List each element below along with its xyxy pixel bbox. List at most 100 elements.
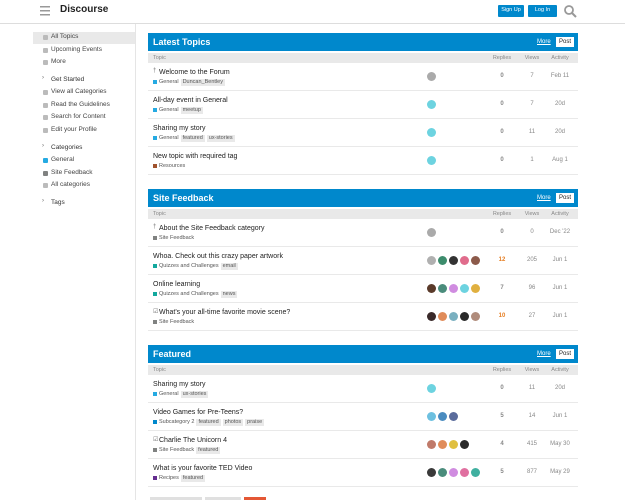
avatar (471, 468, 480, 477)
activity: May 29 (550, 469, 570, 475)
sidebar-link[interactable]: Site Feedback (51, 168, 93, 176)
topic-title[interactable]: Sharing my story (153, 381, 206, 388)
post-button[interactable]: Post (556, 193, 574, 203)
tag[interactable]: praise (245, 418, 265, 426)
post-button[interactable]: Post (556, 37, 574, 47)
tag[interactable]: featured (196, 446, 221, 454)
search-icon[interactable] (563, 4, 577, 18)
replies: 0 (500, 385, 504, 391)
sidebar-link[interactable]: Upcoming Events (51, 45, 102, 53)
category-name[interactable]: Resources (159, 162, 186, 169)
views: 415 (526, 441, 538, 447)
section-title[interactable]: Get Started (51, 75, 85, 83)
section-title[interactable]: Categories (51, 143, 83, 151)
category-name[interactable]: General (159, 390, 179, 397)
post-button[interactable]: Post (556, 349, 574, 359)
category-name[interactable]: Quizzes and Challenges (159, 290, 219, 297)
category-name[interactable]: Site Feedback (159, 318, 195, 325)
avatar (427, 128, 436, 137)
category-name[interactable]: Site Feedback (159, 234, 195, 241)
tag[interactable]: Duncan_Bentley (180, 78, 225, 86)
sidebar-link[interactable]: General (51, 156, 75, 163)
topic-title[interactable]: All-day event in General (153, 97, 228, 104)
category-name[interactable]: Site Feedback (159, 446, 195, 453)
tag[interactable]: featured (180, 134, 205, 142)
tag[interactable]: featured (180, 474, 206, 482)
avatar (427, 284, 436, 293)
topic-title[interactable]: Video Games for Pre-Teens? (153, 409, 244, 416)
topic-title[interactable]: Whoa. Check out this crazy paper artwork (153, 253, 283, 260)
sidebar-link[interactable]: More (51, 58, 66, 65)
tag[interactable]: ux-stories (206, 134, 235, 142)
topic-title[interactable]: Charlie The Unicorn 4 (159, 437, 227, 444)
sidebar-icon (43, 158, 48, 163)
column-label: Topic (153, 367, 166, 373)
tag[interactable]: ux-stories (180, 390, 209, 398)
tag[interactable]: meetup (180, 106, 203, 114)
sidebar-link[interactable]: All categories (51, 181, 91, 188)
replies: 0 (500, 229, 504, 235)
more-link[interactable]: More (537, 39, 551, 45)
topic-row-border (148, 274, 578, 275)
category-name[interactable]: Recipes (159, 474, 179, 481)
replies: 5 (500, 413, 504, 419)
topic-icon: † (153, 68, 157, 74)
activity: Jun 1 (552, 313, 568, 319)
topic-title[interactable]: What's your all-time favorite movie scen… (159, 309, 291, 316)
sidebar-link[interactable]: View all Categories (51, 88, 107, 95)
avatar (460, 256, 469, 265)
more-link[interactable]: More (537, 195, 551, 201)
more-link[interactable]: More (537, 351, 551, 357)
tag[interactable]: photos (222, 418, 244, 426)
replies: 0 (500, 129, 504, 135)
tag[interactable]: news (220, 290, 238, 298)
footer-button[interactable] (205, 497, 241, 500)
sidebar-link[interactable]: Edit your Profile (51, 125, 97, 133)
topic-row-border (148, 118, 578, 119)
tag[interactable]: featured (196, 418, 221, 426)
topic-title[interactable]: Welcome to the Forum (159, 69, 230, 76)
column-label: Replies (492, 55, 512, 61)
menu-icon[interactable] (40, 5, 51, 16)
topic-icon: † (153, 224, 157, 230)
sidebar-link[interactable]: All Topics (51, 33, 79, 40)
topic-title[interactable]: Sharing my story (153, 125, 206, 132)
section-chevron: › (42, 74, 44, 81)
category-name[interactable]: General (159, 78, 179, 85)
sidebar-link[interactable]: Search for Content (51, 113, 106, 120)
avatar (427, 412, 436, 421)
sidebar-icon (43, 102, 48, 108)
views: 1 (530, 157, 534, 163)
replies: 0 (500, 73, 504, 79)
category-badge (153, 236, 157, 240)
category-name[interactable]: General (159, 134, 179, 141)
category-name[interactable]: General (159, 106, 179, 113)
footer-button[interactable] (244, 497, 266, 500)
sidebar-link[interactable]: Read the Guidelines (51, 100, 110, 108)
sidebar-border (135, 24, 136, 500)
topic-icon: ☑ (153, 437, 159, 443)
section-chevron: › (42, 198, 44, 204)
category-name[interactable]: Quizzes and Challenges (159, 262, 219, 269)
category-name[interactable]: Subcategory 2 (159, 418, 195, 425)
topic-title[interactable]: New topic with required tag (153, 153, 238, 160)
views: 7 (530, 101, 534, 107)
avatar (427, 312, 436, 321)
topic-title[interactable]: What is your favorite TED Video (153, 465, 253, 472)
activity: 20d (554, 129, 566, 135)
activity: 20d (554, 101, 566, 107)
sign-up-button[interactable]: Sign Up (498, 5, 524, 17)
log-in-button[interactable]: Log In (528, 5, 557, 17)
avatar (460, 312, 469, 321)
section-title[interactable]: Tags (51, 199, 65, 206)
header-border (0, 23, 625, 24)
footer-button[interactable] (150, 497, 202, 500)
panel-header (148, 33, 578, 51)
site-title[interactable]: Discourse (60, 4, 109, 15)
avatar (471, 312, 480, 321)
topic-title[interactable]: About the Site Feedback category (159, 225, 265, 232)
topic-row-border (148, 402, 578, 403)
topic-title[interactable]: Online learning (153, 281, 201, 288)
column-label: Replies (492, 367, 512, 373)
tag[interactable]: email (220, 262, 238, 270)
